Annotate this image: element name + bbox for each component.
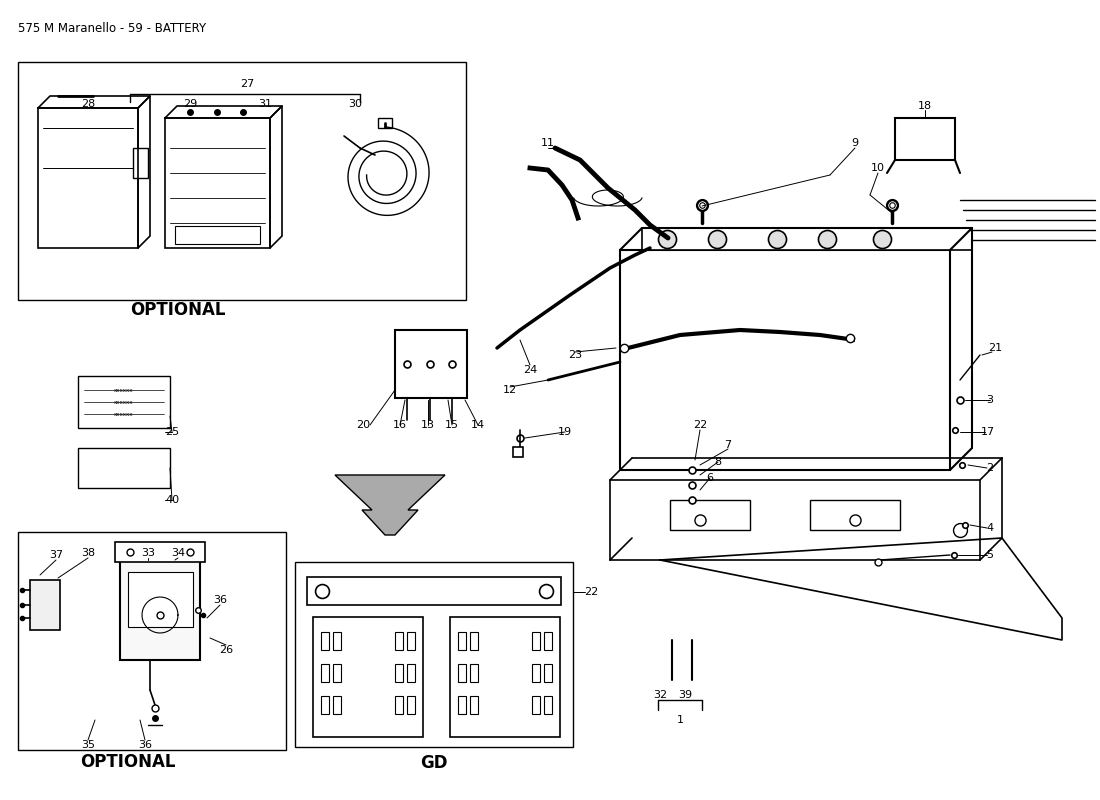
- Bar: [895, 118, 955, 160]
- Text: 34: 34: [170, 548, 185, 558]
- Bar: [642, 228, 972, 250]
- Text: 12: 12: [503, 385, 517, 395]
- Text: 6: 6: [706, 473, 714, 483]
- Bar: [78, 448, 170, 488]
- Bar: [532, 664, 540, 682]
- Text: 36: 36: [138, 740, 152, 750]
- Bar: [458, 632, 466, 650]
- Text: xxxxxx: xxxxxx: [114, 399, 134, 405]
- Text: 3: 3: [987, 395, 993, 405]
- Text: 23: 23: [568, 350, 582, 360]
- Text: xxxxxx: xxxxxx: [114, 387, 134, 393]
- Text: 10: 10: [871, 163, 886, 173]
- Bar: [128, 572, 192, 627]
- Bar: [165, 118, 270, 248]
- Bar: [407, 664, 415, 682]
- Text: 22: 22: [693, 420, 707, 430]
- Text: 15: 15: [446, 420, 459, 430]
- Bar: [470, 696, 478, 714]
- Text: GD: GD: [420, 754, 448, 772]
- Text: 9: 9: [851, 138, 859, 148]
- Text: 20: 20: [356, 420, 370, 430]
- Bar: [30, 580, 60, 630]
- Bar: [407, 696, 415, 714]
- Bar: [321, 696, 329, 714]
- Bar: [458, 664, 466, 682]
- Bar: [18, 532, 286, 750]
- Bar: [307, 577, 561, 605]
- Bar: [120, 560, 200, 660]
- Bar: [314, 617, 424, 737]
- Text: 39: 39: [678, 690, 692, 700]
- Text: 4: 4: [987, 523, 993, 533]
- Bar: [333, 632, 341, 650]
- Text: 32: 32: [653, 690, 667, 700]
- Text: 37: 37: [48, 550, 63, 560]
- Text: 13: 13: [421, 420, 434, 430]
- Bar: [450, 617, 560, 737]
- Text: 33: 33: [141, 548, 155, 558]
- Text: 28: 28: [81, 99, 95, 109]
- Bar: [470, 632, 478, 650]
- Bar: [544, 696, 552, 714]
- Bar: [116, 542, 205, 562]
- Bar: [18, 62, 466, 300]
- Text: 14: 14: [471, 420, 485, 430]
- Text: 38: 38: [81, 548, 95, 558]
- Bar: [321, 632, 329, 650]
- Bar: [39, 108, 138, 248]
- Bar: [395, 664, 403, 682]
- Bar: [610, 480, 980, 560]
- Bar: [133, 148, 148, 178]
- Text: 21: 21: [988, 343, 1002, 353]
- Text: 19: 19: [558, 427, 572, 437]
- Bar: [544, 632, 552, 650]
- Text: 7: 7: [725, 440, 732, 450]
- Text: 1: 1: [676, 715, 683, 725]
- Text: 8: 8: [714, 457, 722, 467]
- Text: 31: 31: [258, 99, 272, 109]
- Text: xxxxxx: xxxxxx: [114, 411, 134, 417]
- Bar: [333, 664, 341, 682]
- Text: 24: 24: [522, 365, 537, 375]
- Bar: [295, 562, 573, 747]
- Bar: [544, 664, 552, 682]
- Text: 25: 25: [165, 427, 179, 437]
- Bar: [670, 500, 750, 530]
- Bar: [395, 330, 468, 398]
- Text: 29: 29: [183, 99, 197, 109]
- Bar: [458, 696, 466, 714]
- Text: 30: 30: [348, 99, 362, 109]
- Text: 17: 17: [981, 427, 996, 437]
- Bar: [321, 664, 329, 682]
- Text: 16: 16: [393, 420, 407, 430]
- Bar: [333, 696, 341, 714]
- Text: OPTIONAL: OPTIONAL: [130, 301, 225, 319]
- Text: 40: 40: [165, 495, 179, 505]
- Text: 11: 11: [541, 138, 556, 148]
- Bar: [175, 226, 260, 244]
- Bar: [532, 632, 540, 650]
- Bar: [810, 500, 900, 530]
- Text: 36: 36: [213, 595, 227, 605]
- Text: 2: 2: [987, 463, 993, 473]
- Text: 26: 26: [219, 645, 233, 655]
- Bar: [407, 632, 415, 650]
- Bar: [395, 696, 403, 714]
- Text: 18: 18: [917, 101, 932, 111]
- Text: 35: 35: [81, 740, 95, 750]
- Bar: [532, 696, 540, 714]
- Bar: [470, 664, 478, 682]
- Text: OPTIONAL: OPTIONAL: [80, 753, 176, 771]
- Bar: [78, 376, 170, 428]
- Polygon shape: [336, 475, 446, 535]
- Bar: [378, 118, 392, 128]
- Text: 575 M Maranello - 59 - BATTERY: 575 M Maranello - 59 - BATTERY: [18, 22, 206, 35]
- Text: 22: 22: [584, 587, 598, 597]
- Bar: [395, 632, 403, 650]
- Bar: [620, 250, 950, 470]
- Text: 27: 27: [240, 79, 254, 89]
- Text: 5: 5: [987, 550, 993, 560]
